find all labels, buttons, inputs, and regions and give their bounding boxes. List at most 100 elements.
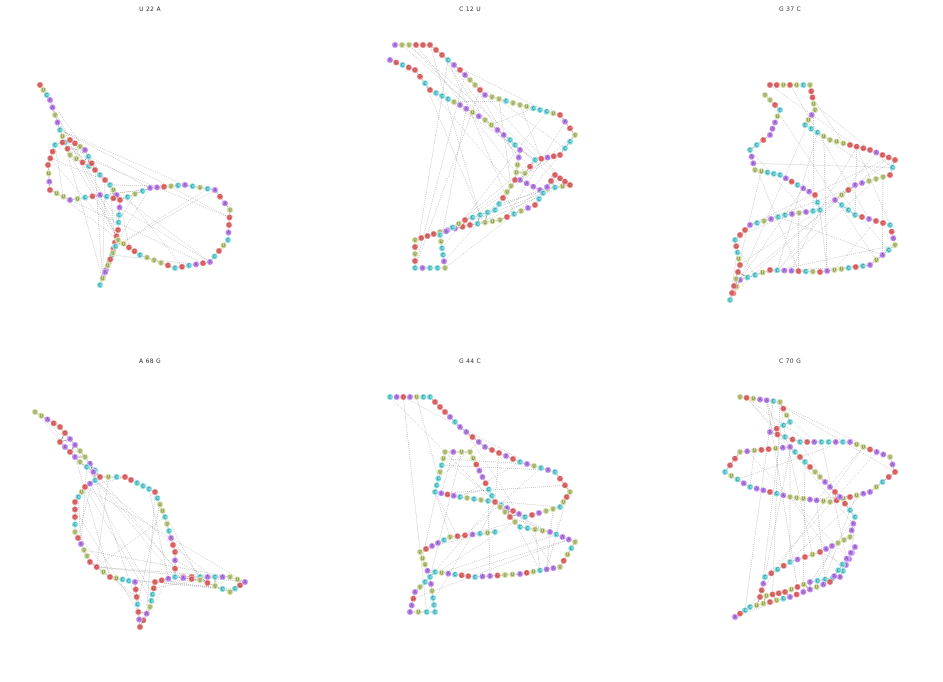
nucleotide-label: C <box>539 568 542 573</box>
nucleotide-label: A <box>443 259 446 264</box>
nucleotide-node: G <box>765 446 771 452</box>
nucleotide-label: A <box>538 511 541 516</box>
nucleotide-node: G <box>431 231 437 237</box>
nucleotide-node: C <box>457 494 463 500</box>
nucleotide-node: C <box>774 566 780 572</box>
nucleotide-node: C <box>774 491 780 497</box>
nucleotide-node: C <box>817 207 823 213</box>
nucleotide-label: A <box>51 105 54 110</box>
nucleotide-node: U <box>777 399 783 405</box>
nucleotide-node: A <box>767 132 773 138</box>
nucleotide-node: U <box>524 104 530 110</box>
nucleotide-node: A <box>67 197 73 203</box>
tertiary-link <box>35 412 183 577</box>
nucleotide-node: U <box>467 77 473 83</box>
nucleotide-label: G <box>58 425 61 430</box>
nucleotide-label: U <box>760 169 763 174</box>
nucleotide-label: U <box>490 95 493 100</box>
nucleotide-label: C <box>534 158 537 163</box>
nucleotide-label: G <box>428 43 431 48</box>
nucleotide-label: U <box>822 134 825 139</box>
nucleotide-label: G <box>775 426 778 431</box>
nucleotide-node: U <box>502 509 508 515</box>
nucleotide-node: C <box>538 465 544 471</box>
nucleotide-label: G <box>108 575 111 580</box>
nucleotide-node: G <box>567 125 573 131</box>
nucleotide-node: A <box>832 197 838 203</box>
nucleotide-label: U <box>473 83 476 88</box>
nucleotide-node: C <box>522 514 528 520</box>
nucleotide-node: G <box>128 477 134 483</box>
nucleotide-label: G <box>46 163 49 168</box>
nucleotide-node: A <box>547 529 553 535</box>
nucleotide-node: C <box>544 109 550 115</box>
nucleotide-label: G <box>887 475 890 480</box>
nucleotide-label: A <box>465 430 468 435</box>
tertiary-link <box>53 108 119 223</box>
nucleotide-label: G <box>730 291 733 296</box>
nucleotide-node: U <box>811 101 817 107</box>
nucleotide-node: C <box>471 496 477 502</box>
nucleotide-node: G <box>845 187 851 193</box>
nucleotide-node: C <box>879 479 885 485</box>
nucleotide-node: C <box>434 482 440 488</box>
nucleotide-label: A <box>227 230 230 235</box>
nucleotide-node: A <box>879 252 885 258</box>
nucleotide-label: U <box>541 528 544 533</box>
nucleotide-label: U <box>875 485 878 490</box>
nucleotide-label: G <box>770 571 773 576</box>
nucleotide-node: G <box>758 447 764 453</box>
tertiary-link <box>747 398 854 524</box>
nucleotide-label: U <box>169 184 172 189</box>
nucleotide-label: U <box>842 538 845 543</box>
nucleotide-node: A <box>744 448 750 454</box>
nucleotide-label: U <box>763 93 766 98</box>
nucleotide-label: U <box>165 522 168 527</box>
nucleotide-label: G <box>782 406 785 411</box>
nucleotide-node: C <box>211 253 217 259</box>
nucleotide-label: C <box>816 130 819 135</box>
nucleotide-label: A <box>861 181 864 186</box>
nucleotide-node: A <box>530 184 536 190</box>
nucleotide-node: G <box>853 264 859 270</box>
nucleotide-node: G <box>859 214 865 220</box>
nucleotide-node: A <box>443 228 449 234</box>
nucleotide-node: A <box>49 104 55 110</box>
nucleotide-label: U <box>840 267 843 272</box>
nucleotide-node: C <box>889 164 895 170</box>
nucleotide-node: G <box>97 474 103 480</box>
nucleotide-node: G <box>152 489 158 495</box>
nucleotide-label: U <box>505 190 508 195</box>
nucleotide-label: C <box>881 480 884 485</box>
nucleotide-node: U <box>834 139 840 145</box>
nucleotide-label: G <box>828 580 831 585</box>
nucleotide-node: U <box>539 528 545 534</box>
nucleotide-node: G <box>729 290 735 296</box>
nucleotide-node: C <box>422 80 428 86</box>
nucleotide-node: A <box>82 147 88 153</box>
nucleotide-node: C <box>839 561 845 567</box>
nucleotide-label: U <box>439 239 442 244</box>
nucleotide-node: C <box>186 263 192 269</box>
nucleotide-node: A <box>476 439 482 445</box>
nucleotide-label: A <box>809 497 812 502</box>
nucleotide-label: A <box>868 217 871 222</box>
nucleotide-label: U <box>519 209 522 214</box>
nucleotide-label: U <box>802 582 805 587</box>
nucleotide-node: U <box>809 551 815 557</box>
nucleotide-node: C <box>532 157 538 163</box>
nucleotide-label: A <box>46 417 49 422</box>
nucleotide-node: U <box>801 581 807 587</box>
nucleotide-node: U <box>794 82 800 88</box>
nucleotide-node: A <box>469 531 475 537</box>
nucleotide-label: G <box>160 578 163 583</box>
nucleotide-label: G <box>513 178 516 183</box>
nucleotide-node: C <box>777 172 783 178</box>
nucleotide-node: G <box>731 283 737 289</box>
nucleotide-node: U <box>736 256 742 262</box>
nucleotide-node: A <box>482 444 488 450</box>
nucleotide-label: C <box>447 97 450 102</box>
nucleotide-label: G <box>568 183 571 188</box>
nucleotide-label: G <box>153 580 156 585</box>
nucleotide-label: A <box>525 181 528 186</box>
